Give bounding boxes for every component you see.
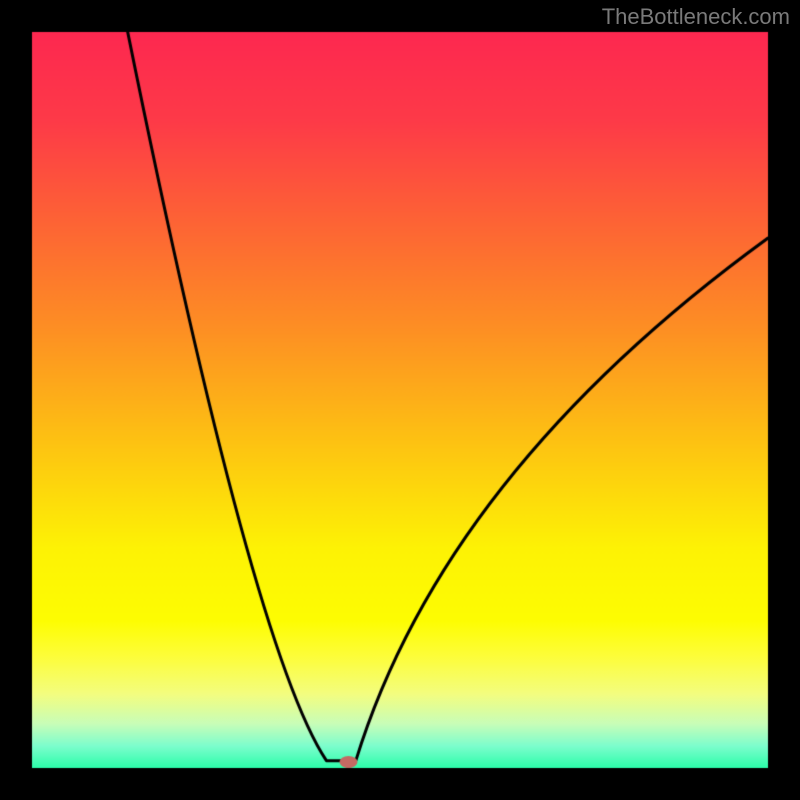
watermark-text: TheBottleneck.com <box>602 4 790 30</box>
chart-container: TheBottleneck.com <box>0 0 800 800</box>
bottleneck-chart-canvas <box>0 0 800 800</box>
